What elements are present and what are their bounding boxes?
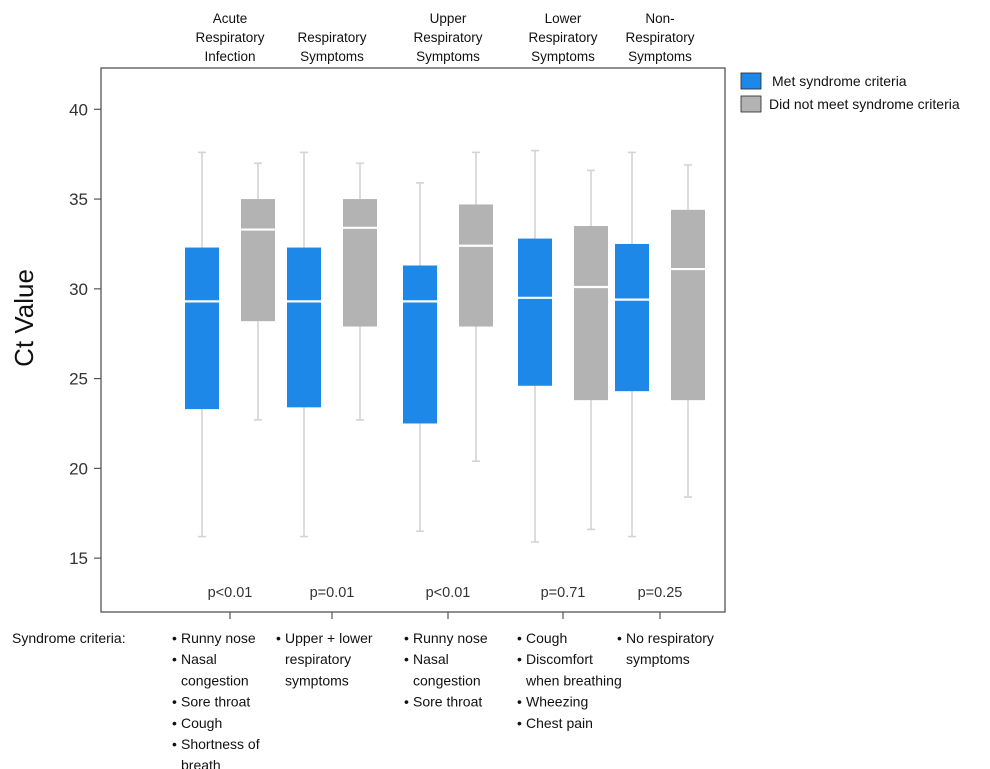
criteria-bullet: • [404, 630, 409, 646]
group-title-line: Symptoms [300, 49, 364, 64]
criteria-bullet: • [172, 715, 177, 731]
group-title-line: Upper [430, 11, 467, 26]
y-tick-label: 15 [69, 549, 88, 568]
y-tick-label: 25 [69, 370, 88, 389]
box-iqr [574, 225, 608, 401]
group-title-line: Respiratory [413, 30, 482, 45]
criteria-bullet: • [404, 651, 409, 667]
criteria-item: Wheezing [526, 694, 588, 710]
criteria-bullet: • [517, 630, 522, 646]
p-value-label: p=0.01 [310, 585, 355, 601]
box-not-met [574, 169, 608, 531]
box-iqr [241, 199, 275, 322]
criteria-bullet: • [517, 651, 522, 667]
criteria-label: Syndrome criteria: [12, 630, 126, 646]
box-met [518, 149, 552, 543]
criteria-item: symptoms [626, 651, 690, 667]
criteria-bullet: • [172, 694, 177, 710]
criteria-item: Shortness of [181, 736, 260, 752]
group-title-line: Respiratory [528, 30, 597, 45]
p-value-label: p<0.01 [426, 585, 471, 601]
box-met [403, 182, 437, 533]
group-title-line: Infection [204, 49, 255, 64]
box-not-met [343, 162, 377, 421]
box-iqr [343, 199, 377, 327]
box-not-met [459, 151, 493, 462]
criteria-bullet: • [517, 694, 522, 710]
group-title-line: Symptoms [531, 49, 595, 64]
box-iqr [615, 243, 649, 392]
criteria-item: Runny nose [413, 630, 488, 646]
y-axis-label: Ct Value [9, 269, 39, 367]
criteria-item: Sore throat [413, 694, 482, 710]
criteria-item: Discomfort [526, 651, 593, 667]
criteria-bullet: • [404, 694, 409, 710]
criteria-item: congestion [413, 672, 481, 688]
y-axis: 15 20 25 30 35 40 [69, 100, 101, 568]
y-tick-label: 40 [69, 100, 88, 119]
p-values: p<0.01 p=0.01 p<0.01 p=0.71 p=0.25 [208, 585, 683, 601]
group-title-line: Acute [213, 11, 248, 26]
box-met [615, 151, 649, 538]
box-iqr [185, 247, 219, 410]
criteria-item: Nasal [181, 651, 217, 667]
criteria-item: Cough [526, 630, 567, 646]
box-iqr [403, 265, 437, 424]
y-tick-label: 30 [69, 280, 88, 299]
legend-label: Did not meet syndrome criteria [769, 96, 960, 112]
x-axis-ticks [229, 612, 661, 619]
criteria-bullet: • [276, 630, 281, 646]
group-title-line: Respiratory [195, 30, 264, 45]
box-iqr [287, 247, 321, 408]
criteria-item: respiratory [285, 651, 351, 667]
y-tick-label: 35 [69, 190, 88, 209]
criteria-item: Runny nose [181, 630, 256, 646]
p-value-label: p=0.25 [638, 585, 683, 601]
criteria-bullet: • [172, 736, 177, 752]
group-title-line: Lower [545, 11, 582, 26]
legend-label: Met syndrome criteria [772, 73, 907, 89]
legend-swatch [740, 72, 762, 90]
legend-swatch [740, 95, 762, 113]
boxes [185, 149, 705, 543]
box-iqr [459, 204, 493, 327]
plot-frame [100, 67, 726, 613]
criteria-item: Cough [181, 715, 222, 731]
y-tick-label: 20 [69, 459, 88, 478]
criteria-item: symptoms [285, 672, 349, 688]
box-not-met [671, 164, 705, 498]
criteria-bullet: • [172, 630, 177, 646]
criteria-item: breath [181, 757, 221, 769]
criteria-item: Nasal [413, 651, 449, 667]
legend: Met syndrome criteria Did not meet syndro… [740, 72, 960, 113]
criteria-item: congestion [181, 672, 249, 688]
box-iqr [518, 238, 552, 386]
box-not-met [241, 162, 275, 421]
criteria-item: Sore throat [181, 694, 250, 710]
criteria-item: No respiratory [626, 630, 714, 646]
box-iqr [671, 209, 705, 401]
group-title-line: Symptoms [416, 49, 480, 64]
group-title-line: Respiratory [297, 30, 366, 45]
criteria-bullet: • [517, 715, 522, 731]
group-titles: Acute Respiratory Infection Respiratory Symp… [195, 11, 694, 64]
group-title-line: Respiratory [625, 30, 694, 45]
group-title-line: Symptoms [628, 49, 692, 64]
criteria-item: Chest pain [526, 715, 593, 731]
p-value-label: p<0.01 [208, 585, 253, 601]
box-met [287, 151, 321, 538]
criteria-bullet: • [172, 651, 177, 667]
group-title-line: Non- [645, 11, 674, 26]
criteria-bullet: • [617, 630, 622, 646]
criteria-item: Upper + lower [285, 630, 373, 646]
box-met [185, 151, 219, 538]
criteria-item: when breathing [525, 672, 622, 688]
p-value-label: p=0.71 [541, 585, 586, 601]
